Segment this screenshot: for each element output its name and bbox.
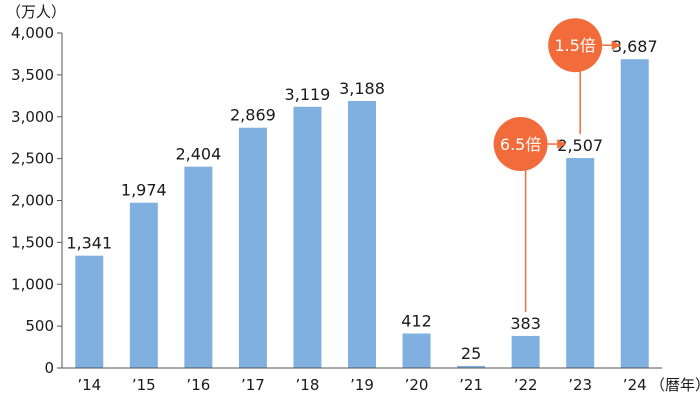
value-label: 383 — [510, 314, 541, 333]
y-tick-label: 4,000 — [11, 24, 54, 42]
x-tick-label: ’14 — [77, 376, 101, 394]
y-axis-unit: （万人） — [6, 3, 66, 21]
annotation-badge — [493, 117, 548, 172]
value-label: 1,974 — [121, 181, 167, 200]
bar — [129, 202, 158, 368]
value-labels: 1,341 1,974 2,404 2,869 3,119 3,188 412 25 383 2,… — [66, 37, 657, 363]
y-tick-label: 0 — [44, 359, 54, 377]
value-label: 25 — [461, 344, 481, 363]
value-label: 412 — [401, 311, 432, 330]
bar — [238, 127, 267, 368]
x-tick-label: ’16 — [186, 376, 210, 394]
bar — [402, 333, 431, 368]
y-tick-label: 1,500 — [11, 233, 54, 251]
y-tick-label: 500 — [25, 317, 54, 335]
value-label: 3,119 — [285, 85, 331, 104]
annotation-text: 6.5倍 — [500, 135, 541, 154]
bar — [620, 59, 649, 369]
value-label: 3,188 — [339, 79, 385, 98]
bar — [293, 106, 322, 368]
growth-annotations: 6.5倍 1.5倍 — [493, 18, 621, 312]
bar — [566, 158, 595, 368]
annotation-badge — [548, 18, 603, 73]
y-tick-label: 2,500 — [11, 150, 54, 168]
bar — [457, 365, 486, 368]
y-axis: 0 500 1,000 1,500 2,000 2,500 3,000 3,500 4,000 — [11, 24, 63, 377]
x-tick-label: ’18 — [296, 376, 320, 394]
y-tick-label: 3,000 — [11, 108, 54, 126]
bar — [184, 166, 213, 368]
value-label: 1,341 — [66, 234, 112, 253]
x-tick-label: ’17 — [241, 376, 265, 394]
bar — [75, 255, 104, 368]
bar — [511, 335, 540, 368]
x-tick-label: ’21 — [459, 376, 483, 394]
value-label: 2,507 — [557, 136, 603, 155]
x-tick-label: ’20 — [405, 376, 429, 394]
x-tick-label: ’15 — [132, 376, 156, 394]
x-tick-label: ’23 — [568, 376, 592, 394]
x-tick-label: ’22 — [514, 376, 538, 394]
x-tick-label: ’24 — [623, 376, 647, 394]
annotation-text: 1.5倍 — [554, 36, 595, 55]
annotation-arrow-head — [611, 40, 621, 51]
x-tick-label: ’19 — [350, 376, 374, 394]
y-tick-label: 1,000 — [11, 275, 54, 293]
x-axis-unit: （暦年） — [650, 376, 700, 394]
y-tick-label: 3,500 — [11, 66, 54, 84]
bar — [348, 101, 376, 368]
value-label: 2,869 — [230, 106, 276, 125]
value-label: 2,404 — [175, 145, 221, 164]
x-axis: ’14 ’15 ’16 ’17 ’18 ’19 ’20 ’21 ’22 ’23 ’24 — [62, 367, 662, 394]
y-tick-label: 2,000 — [11, 192, 54, 210]
annotation-arrow-head — [557, 139, 567, 150]
value-label: 3,687 — [612, 37, 658, 56]
bars — [75, 59, 649, 369]
